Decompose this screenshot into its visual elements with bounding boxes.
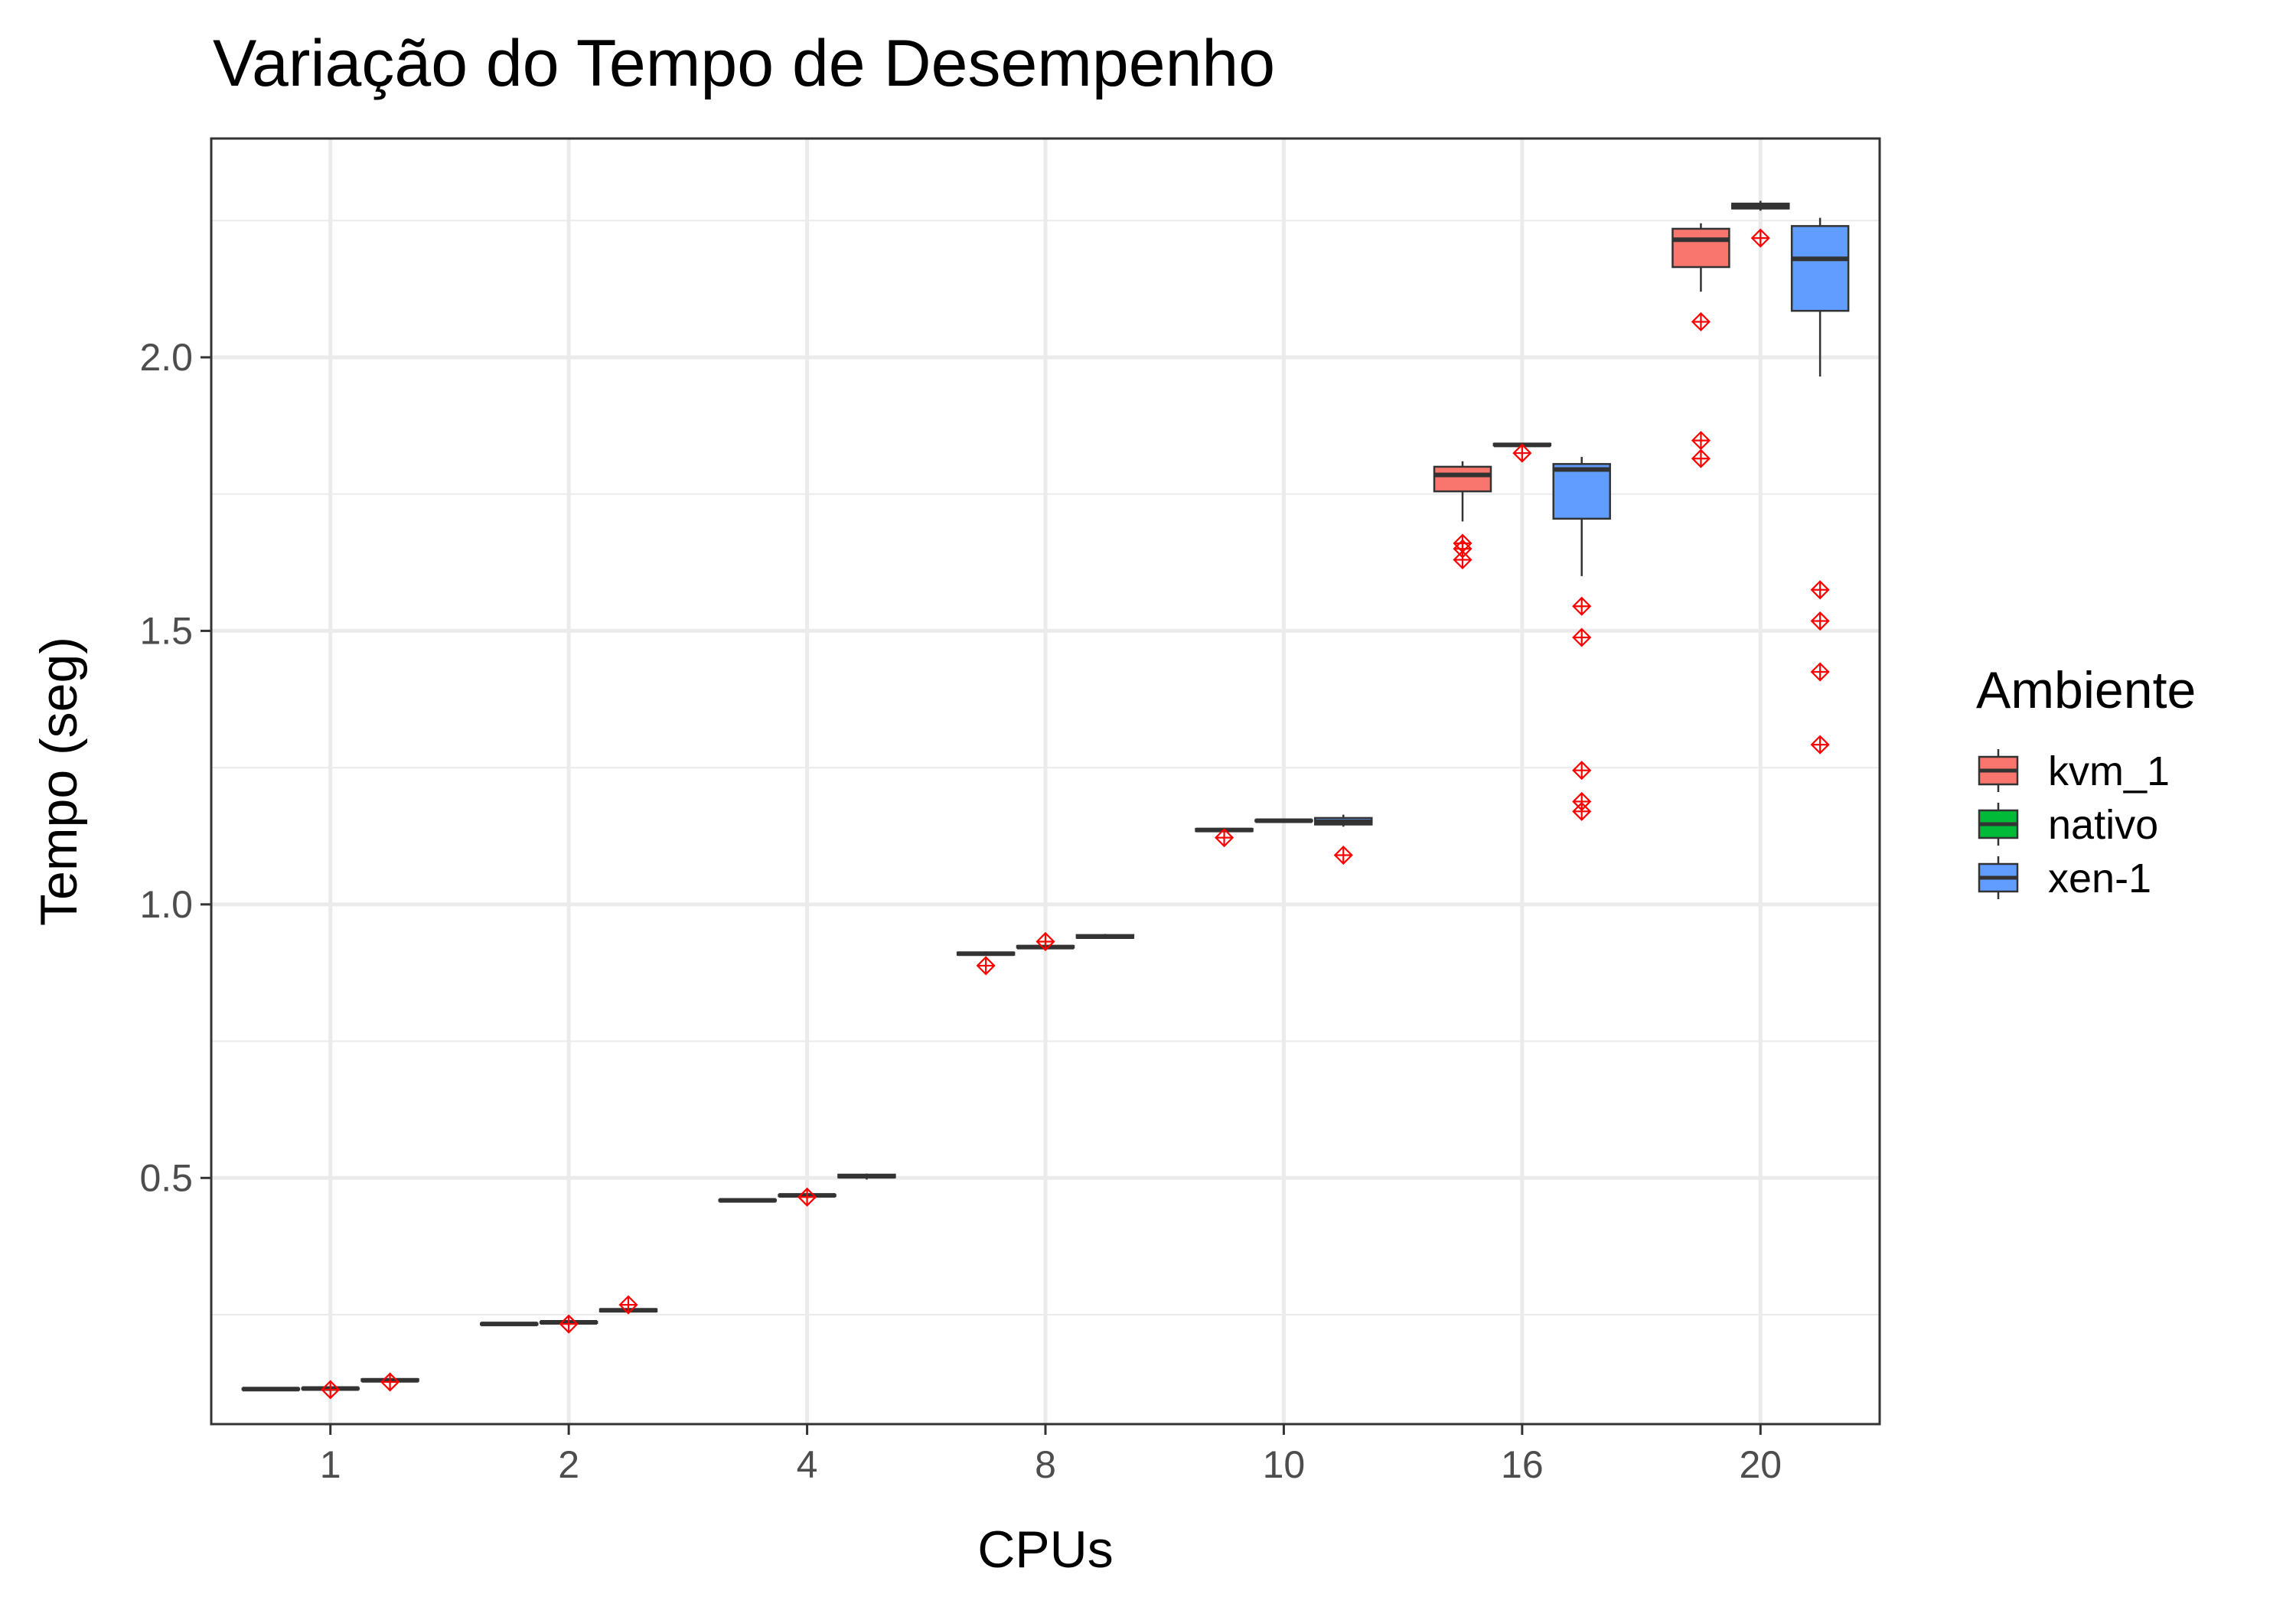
boxes-layer (241, 200, 1850, 1400)
y-tick-label: 1.0 (139, 883, 193, 926)
box-xen-1-20 (1790, 217, 1850, 755)
box-iqr (1671, 227, 1730, 269)
x-tick-label: 16 (1501, 1443, 1544, 1486)
outlier-point (1215, 828, 1234, 848)
outlier-point (1453, 549, 1473, 570)
outlier-point (1035, 931, 1055, 952)
box-nativo-8 (1016, 931, 1075, 952)
legend-label: nativo (2048, 802, 2158, 848)
legend-label: xen-1 (2048, 856, 2151, 901)
outlier-point (976, 956, 996, 976)
outlier-point (1691, 311, 1711, 332)
axes-layer: 0.5 1.0 1.5 2.0 1 2 4 8 10 16 20 (139, 336, 1782, 1486)
outlier-point (1691, 431, 1711, 451)
outlier-point (1810, 735, 1830, 755)
box-nativo-20 (1731, 200, 1790, 248)
outlier-point (1572, 761, 1592, 781)
y-axis-title: Tempo (seg) (30, 637, 88, 926)
box-kvm_1-2 (480, 1322, 539, 1327)
y-tick-label: 2.0 (139, 336, 193, 379)
outlier-point (559, 1314, 579, 1334)
outlier-point (797, 1187, 817, 1207)
box-kvm_1-20 (1671, 223, 1730, 468)
outlier-diamond (976, 956, 996, 976)
box-xen-1-16 (1552, 457, 1611, 821)
x-tick-label: 2 (558, 1443, 579, 1486)
x-tick-label: 8 (1035, 1443, 1056, 1486)
x-tick-label: 10 (1263, 1443, 1306, 1486)
outlier-point (1691, 448, 1711, 468)
outlier-point (1810, 580, 1830, 600)
box-xen-1-8 (1075, 934, 1135, 940)
outlier-point (1572, 596, 1592, 616)
box-kvm_1-8 (956, 951, 1016, 976)
outlier-point (380, 1372, 400, 1392)
outlier-point (1750, 228, 1770, 248)
box-kvm_1-10 (1195, 827, 1254, 848)
outlier-point (1810, 611, 1830, 631)
legend-item-kvm_1: kvm_1 (1978, 748, 2170, 794)
box-xen-1-10 (1314, 814, 1373, 865)
x-axis-title: CPUs (977, 1521, 1114, 1579)
box-xen-1-4 (837, 1173, 896, 1180)
outlier-diamond (797, 1187, 817, 1207)
outlier-point (618, 1295, 638, 1315)
outlier-point (1572, 627, 1592, 647)
box-xen-1-2 (598, 1295, 658, 1315)
legend-title: Ambiente (1976, 661, 2196, 719)
box-nativo-1 (301, 1380, 360, 1400)
legend-item-nativo: nativo (1978, 802, 2158, 848)
chart-title: Variação do Tempo de Desempenho (213, 27, 1275, 100)
x-tick-label: 20 (1739, 1443, 1782, 1486)
box-kvm_1-4 (718, 1198, 777, 1203)
outlier-point (1572, 801, 1592, 821)
box-xen-1-1 (360, 1372, 419, 1392)
outlier-diamond (1512, 443, 1532, 463)
x-tick-label: 4 (797, 1443, 818, 1486)
box-iqr (1433, 465, 1492, 493)
legend-item-xen-1: xen-1 (1978, 856, 2151, 901)
box-nativo-16 (1492, 442, 1552, 463)
legend-label: kvm_1 (2048, 748, 2170, 794)
outlier-point (321, 1380, 341, 1400)
outlier-diamond (1572, 801, 1592, 821)
box-nativo-2 (539, 1314, 598, 1334)
box-kvm_1-1 (241, 1387, 301, 1392)
box-iqr (1552, 463, 1611, 520)
outlier-point (1810, 662, 1830, 682)
box-nativo-4 (778, 1187, 837, 1207)
box-nativo-10 (1254, 818, 1313, 823)
outlier-diamond (1691, 448, 1711, 468)
outlier-diamond (1750, 228, 1770, 248)
box-kvm_1-16 (1433, 461, 1492, 570)
box-iqr (1790, 225, 1850, 312)
outlier-point (1512, 443, 1532, 463)
y-tick-label: 0.5 (139, 1156, 193, 1199)
x-tick-label: 1 (320, 1443, 341, 1486)
grid-lines (211, 139, 1880, 1424)
outlier-point (1333, 845, 1353, 865)
y-tick-label: 1.5 (139, 609, 193, 652)
